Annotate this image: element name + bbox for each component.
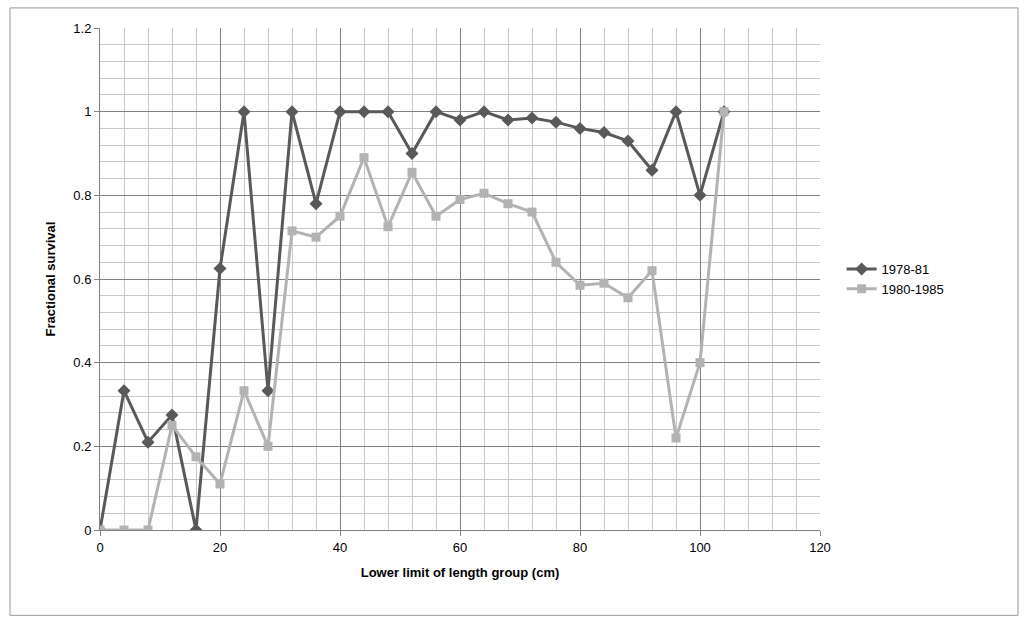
svg-text:120: 120 — [809, 540, 831, 555]
svg-text:0.8: 0.8 — [73, 188, 91, 203]
svg-text:1: 1 — [84, 104, 91, 119]
svg-text:Fractional survival: Fractional survival — [43, 222, 58, 337]
svg-text:0: 0 — [96, 540, 103, 555]
svg-text:80: 80 — [573, 540, 587, 555]
svg-text:20: 20 — [213, 540, 227, 555]
svg-text:60: 60 — [453, 540, 467, 555]
svg-text:0.2: 0.2 — [73, 439, 91, 454]
svg-text:1978-81: 1978-81 — [882, 262, 930, 277]
svg-text:0: 0 — [84, 523, 91, 538]
svg-text:0.4: 0.4 — [73, 355, 91, 370]
svg-text:0.6: 0.6 — [73, 272, 91, 287]
svg-text:Lower limit of length group (c: Lower limit of length group (cm) — [361, 565, 560, 580]
svg-text:1.2: 1.2 — [73, 21, 91, 36]
svg-text:1980-1985: 1980-1985 — [882, 282, 944, 297]
svg-text:40: 40 — [333, 540, 347, 555]
svg-text:100: 100 — [689, 540, 711, 555]
